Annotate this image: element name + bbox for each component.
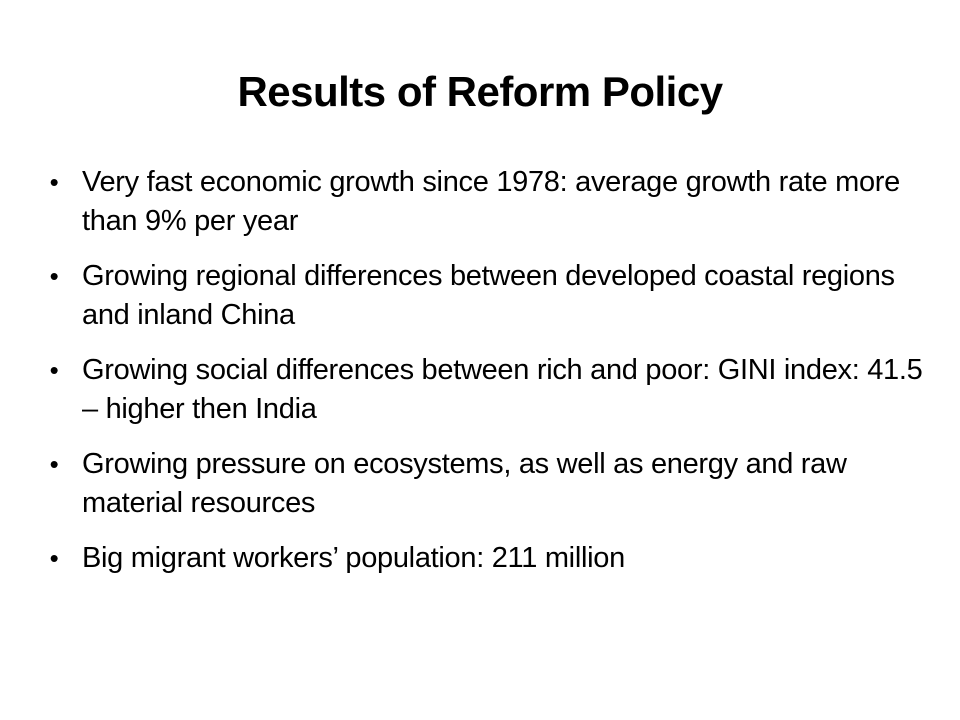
bullet-dot-icon: • <box>49 167 59 197</box>
bullet-dot-icon: • <box>49 355 59 385</box>
bullet-text: Very fast economic growth since 1978: av… <box>82 166 900 237</box>
bullet-item: • Growing regional differences between d… <box>44 257 924 335</box>
bullet-text: Growing social differences between rich … <box>82 354 923 425</box>
bullet-item: • Big migrant workers’ population: 211 m… <box>44 539 924 578</box>
slide-title: Results of Reform Policy <box>237 68 723 115</box>
bullet-text: Growing regional differences between dev… <box>82 260 895 331</box>
bullet-dot-icon: • <box>49 543 59 573</box>
bullet-list: • Very fast economic growth since 1978: … <box>44 163 924 594</box>
bullet-text: Big migrant workers’ population: 211 mil… <box>82 542 625 574</box>
bullet-item: • Growing social differences between ric… <box>44 351 924 429</box>
bullet-dot-icon: • <box>49 261 59 291</box>
bullet-text: Growing pressure on ecosystems, as well … <box>82 448 847 519</box>
bullet-item: • Growing pressure on ecosystems, as wel… <box>44 445 924 523</box>
bullet-item: • Very fast economic growth since 1978: … <box>44 163 924 241</box>
bullet-dot-icon: • <box>49 449 59 479</box>
